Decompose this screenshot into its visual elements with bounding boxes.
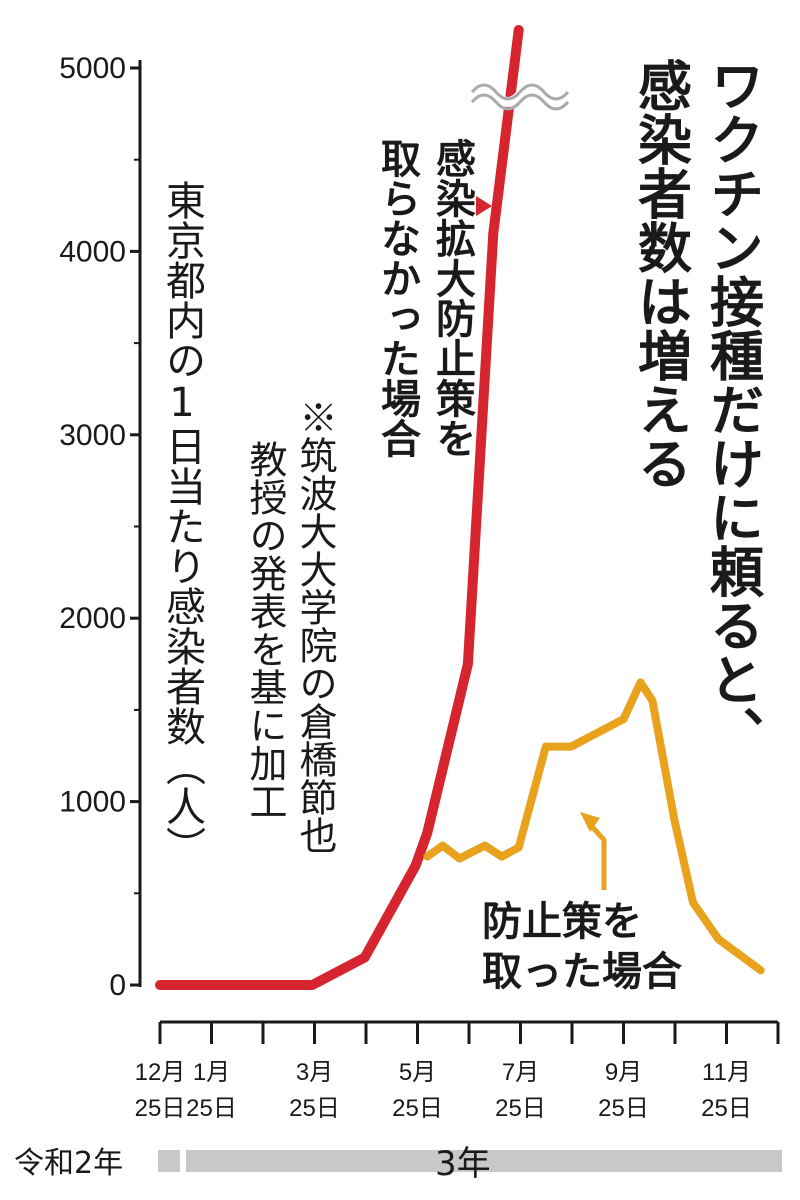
orange-annotation-arrow xyxy=(580,812,607,890)
x-tick-label-day: 25日 xyxy=(598,1095,649,1122)
y-axis: 0 1000 2000 3000 4000 5000 xyxy=(59,52,142,1002)
source-note-line-2: 教授の発表を基に加工 xyxy=(243,440,287,820)
era-bar-reiwa2 xyxy=(158,1150,180,1172)
y-tick-label: 2000 xyxy=(59,602,126,635)
axis-break-symbol xyxy=(468,83,572,111)
chart-title-line-1: ワクチン接種だけに頼ると、 xyxy=(701,58,764,760)
red-series-annotation-line-1: 感染拡大防止策を xyxy=(429,138,476,458)
x-tick-label-month: 7月 xyxy=(502,1059,539,1086)
y-tick-label: 5000 xyxy=(59,52,126,85)
x-tick-label-day: 25日 xyxy=(135,1095,186,1122)
era-bar-year3 xyxy=(186,1150,782,1172)
x-tick-label-day: 25日 xyxy=(289,1095,340,1122)
orange-series-annotation-line-2: 取った場合 xyxy=(482,949,682,995)
y-tick-label: 3000 xyxy=(59,419,126,452)
series-line-0 xyxy=(155,25,524,990)
chart-title-line-2: 感染者数は増える xyxy=(629,58,692,490)
era-label-year3: 3年 xyxy=(435,1144,491,1184)
x-tick-label-month: 9月 xyxy=(605,1059,642,1086)
series-line-1 xyxy=(423,678,765,975)
era-bar: 令和2年 3年 xyxy=(14,1144,782,1184)
red-annotation-pointer xyxy=(476,196,492,216)
x-tick-label-day: 25日 xyxy=(495,1095,546,1122)
x-tick-label-day: 25日 xyxy=(392,1095,443,1122)
x-tick-label-month: 3月 xyxy=(296,1059,333,1086)
y-tick-label: 4000 xyxy=(59,235,126,268)
red-series-annotation-line-2: 取らなかった場合 xyxy=(374,138,421,458)
source-note-line-1: ※筑波大大学院の倉橋節也 xyxy=(293,398,337,854)
x-tick-label-month: 11月 xyxy=(702,1059,751,1086)
era-label-reiwa2: 令和2年 xyxy=(14,1146,123,1181)
series-layer xyxy=(155,25,765,990)
y-tick-label: 1000 xyxy=(59,786,126,819)
x-tick-label-month: 5月 xyxy=(399,1059,436,1086)
y-axis-label: 東京都内の1日当たり感染者数（人） xyxy=(159,180,206,866)
orange-series-annotation-line-1: 防止策を xyxy=(482,899,642,945)
y-tick-label: 0 xyxy=(109,969,126,1002)
x-tick-label-day: 25日 xyxy=(186,1095,237,1122)
x-tick-label-month: 12月 xyxy=(135,1059,186,1086)
x-tick-label-month: 1月 xyxy=(193,1059,230,1086)
x-tick-label-day: 25日 xyxy=(701,1095,752,1122)
